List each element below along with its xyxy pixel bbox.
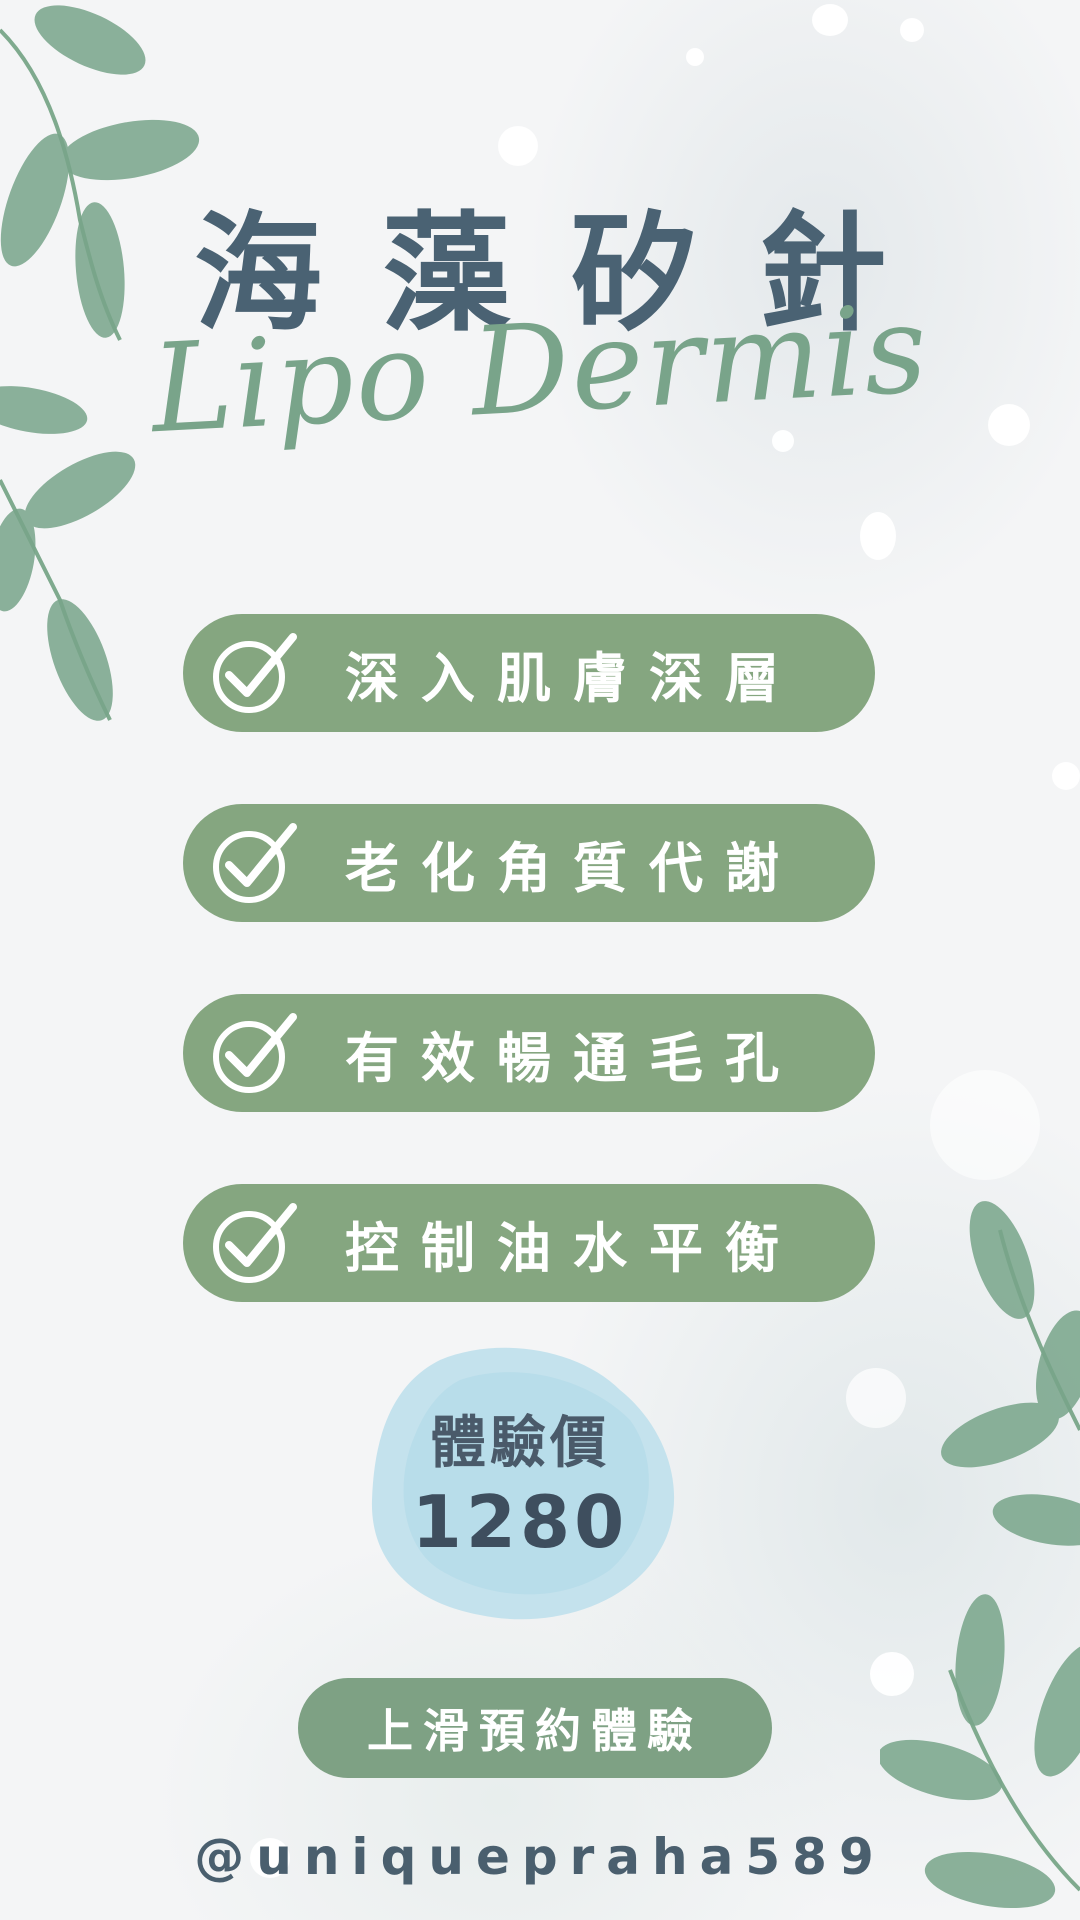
leaf-branch-bottom-right-icon	[880, 1201, 1080, 1909]
feature-label: 深入肌膚深層	[345, 646, 801, 710]
feature-list: 深入肌膚深層 老化角質代謝 有效暢通毛孔 控制油水平衡	[183, 614, 875, 1374]
watercolor-blob-icon	[371, 1347, 675, 1620]
decor-speck	[1052, 762, 1080, 790]
decor-speck	[930, 1070, 1040, 1180]
feature-pill: 有效暢通毛孔	[183, 994, 875, 1112]
social-handle[interactable]: @uniquepraha589	[194, 1828, 886, 1886]
check-circle-icon	[213, 1203, 297, 1283]
feature-pill: 老化角質代謝	[183, 804, 875, 922]
decor-speck	[772, 430, 794, 452]
decor-speck	[686, 48, 704, 66]
feature-label: 控制油水平衡	[345, 1216, 801, 1280]
decor-speck	[870, 1652, 914, 1696]
price-badge: 體驗價 1280	[360, 1340, 680, 1630]
price-value: 1280	[411, 1480, 629, 1564]
decor-speck	[498, 126, 538, 166]
decor-speck	[812, 4, 848, 36]
swipe-up-book-button[interactable]: 上滑預約體驗	[298, 1678, 772, 1778]
decor-speck	[900, 18, 924, 42]
decor-speck	[846, 1368, 906, 1428]
check-circle-icon	[213, 823, 297, 903]
price-label: 體驗價	[430, 1411, 610, 1476]
decor-speck	[988, 404, 1030, 446]
feature-label: 有效暢通毛孔	[345, 1026, 801, 1090]
leaf-branch-top-left-icon	[0, 5, 200, 721]
feature-label: 老化角質代謝	[345, 836, 801, 900]
decor-speck	[250, 1838, 290, 1878]
check-circle-icon	[213, 1013, 297, 1093]
check-circle-icon	[213, 633, 297, 713]
feature-pill: 深入肌膚深層	[183, 614, 875, 732]
feature-pill: 控制油水平衡	[183, 1184, 875, 1302]
decor-speck	[860, 512, 896, 560]
page-title: 海藻矽針	[193, 200, 946, 349]
